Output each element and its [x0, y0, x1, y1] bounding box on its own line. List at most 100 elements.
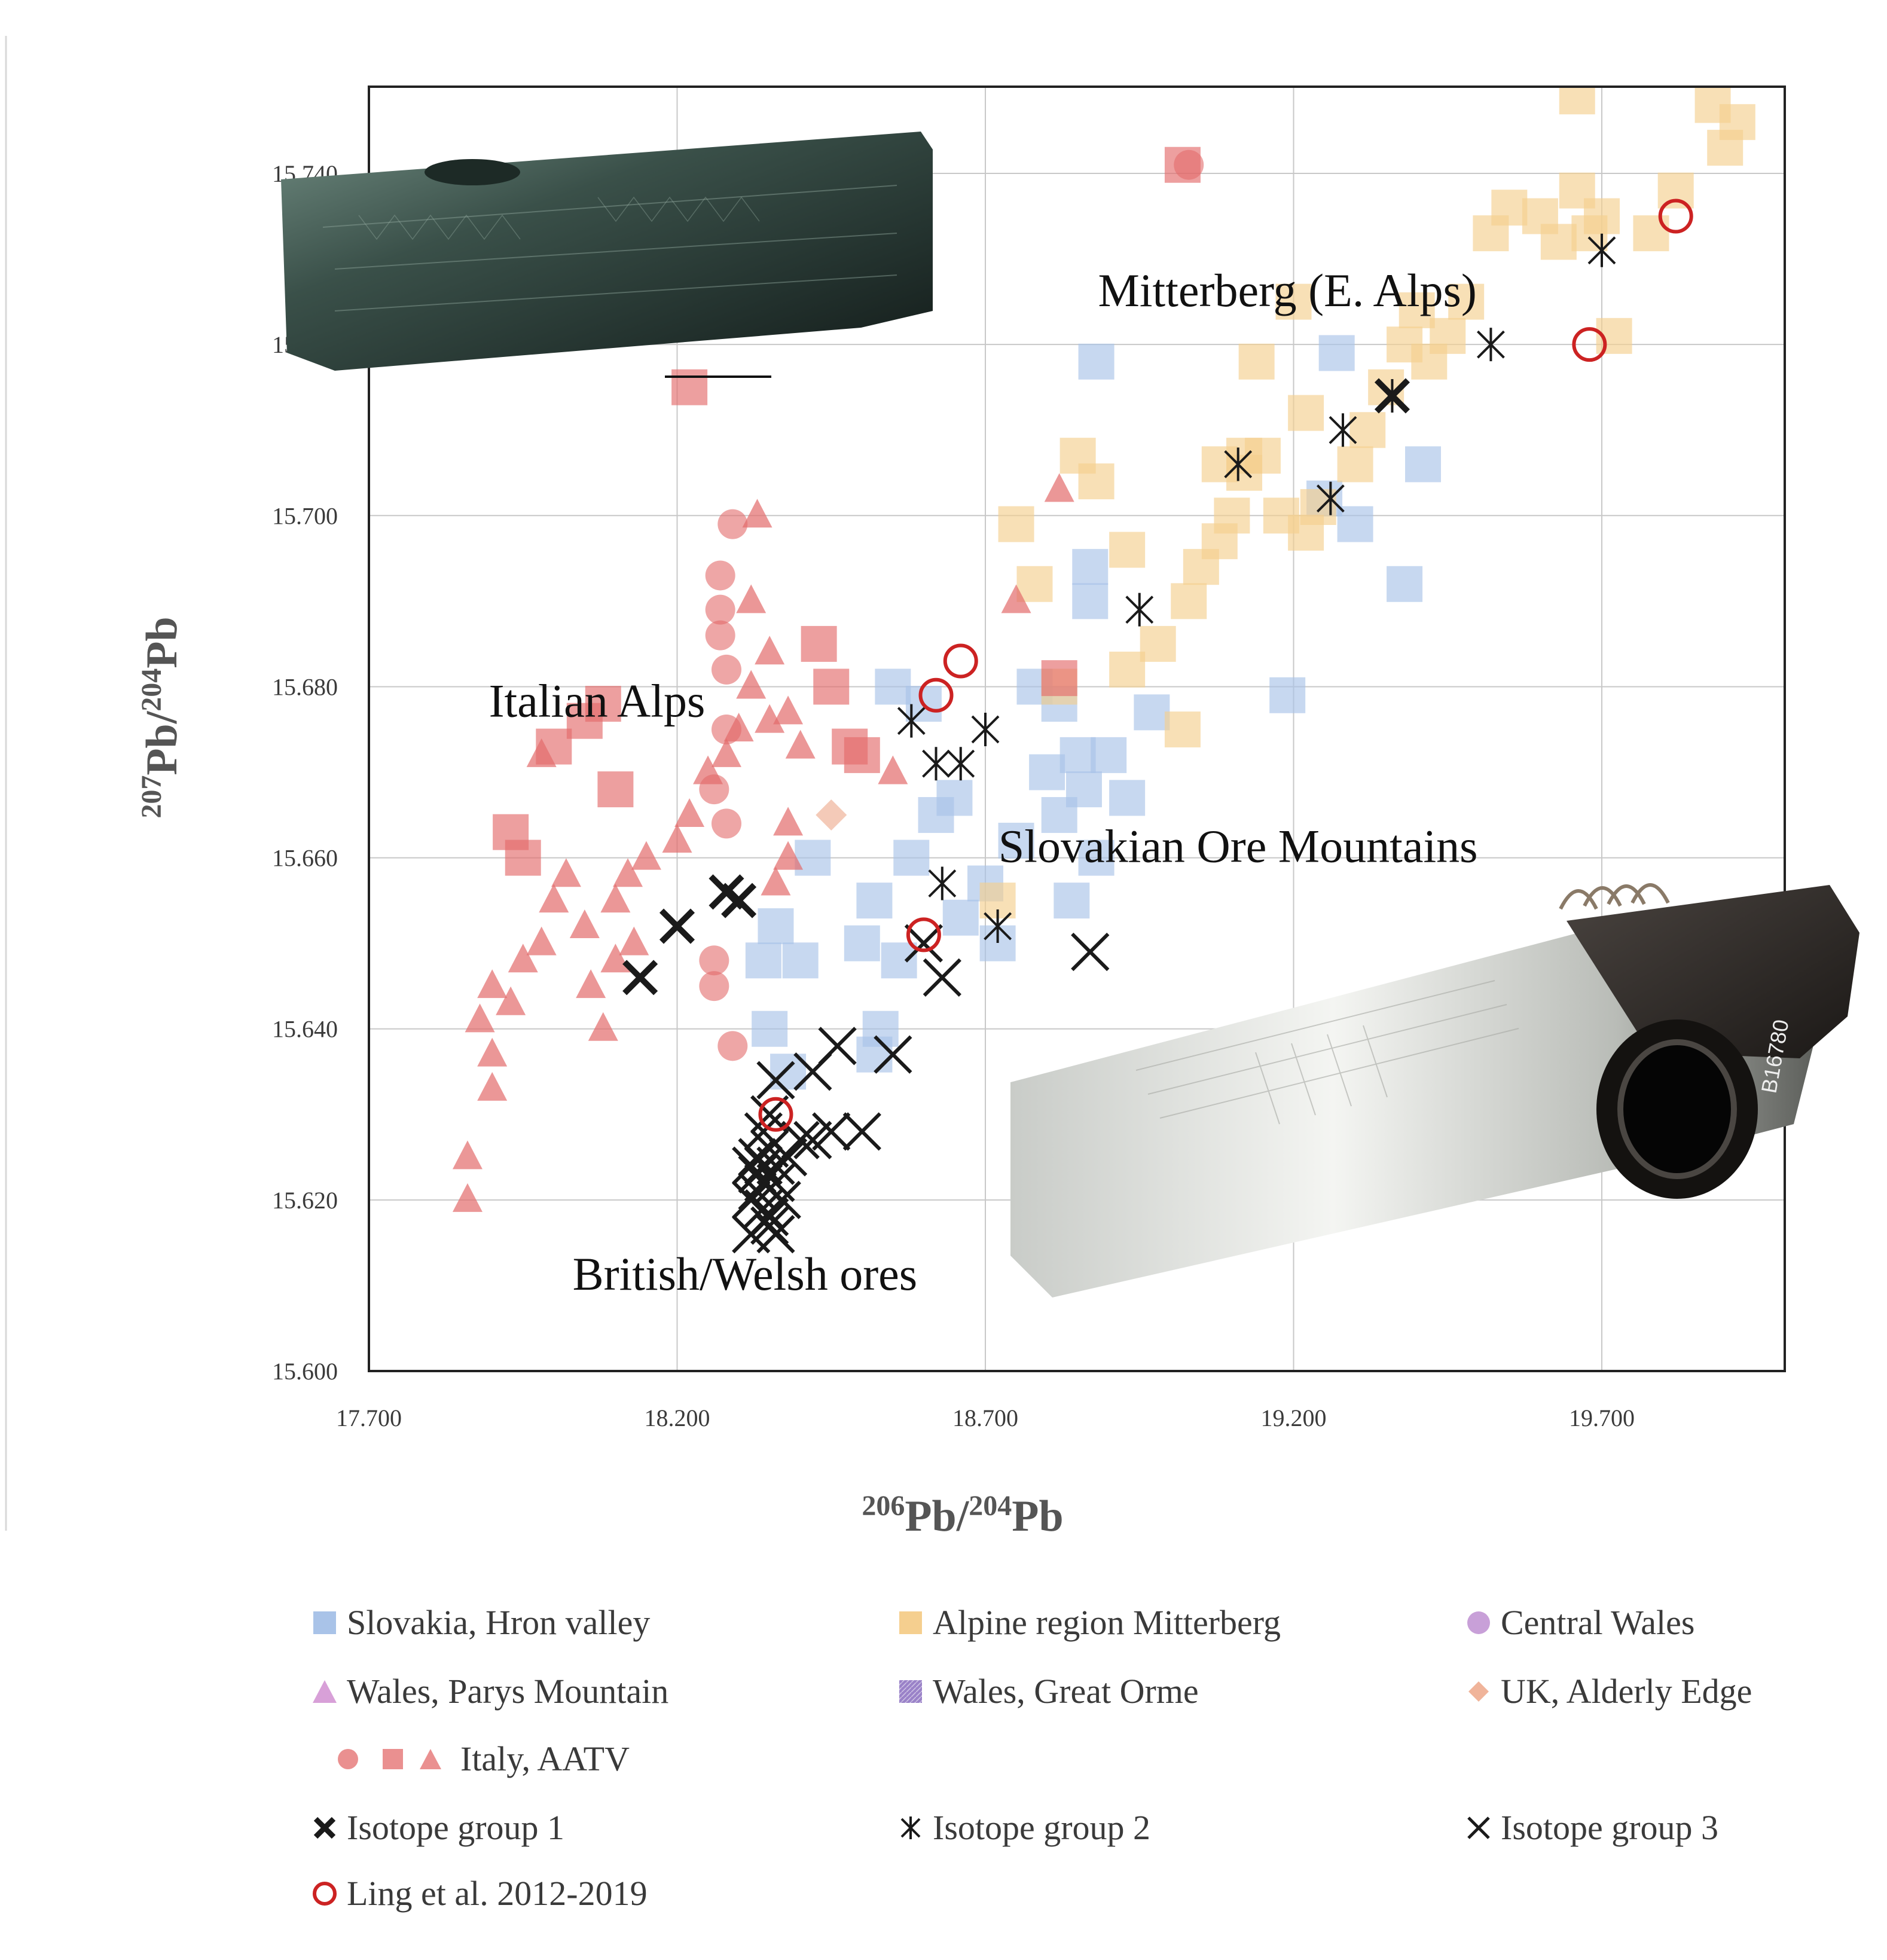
legend-item-isotope-group-3: Isotope group 3 — [1465, 1808, 1718, 1848]
point-slovakia-hron-valley — [1405, 446, 1442, 483]
point-italy-aatv-squares — [813, 668, 850, 705]
x-axis-title: 206Pb/204Pb — [862, 1490, 1063, 1541]
plot-frame — [368, 86, 1786, 1372]
point-italy-aatv-circles — [717, 1031, 748, 1061]
point-alpine-region-mitterberg — [998, 506, 1034, 542]
point-isotope-group-2 — [922, 747, 950, 781]
legend-symbol-x — [1467, 1816, 1490, 1839]
point-slovakia-hron-valley — [881, 942, 917, 979]
point-slovakia-hron-valley — [942, 899, 979, 936]
point-alpine-region-mitterberg — [1399, 292, 1435, 328]
legend-item-great-orme: Wales, Great Orme — [897, 1671, 1199, 1711]
point-isotope-group-3 — [904, 924, 944, 963]
point-ling-et-al-2012-2019 — [1572, 327, 1607, 362]
point-isotope-group-2 — [1316, 481, 1345, 515]
legend-symbol-asterisk — [900, 1816, 921, 1839]
point-italy-aatv — [452, 1183, 483, 1212]
point-italy-aatv-squares — [585, 686, 621, 722]
point-isotope-group-3 — [812, 1112, 851, 1151]
legend-symbol-circle — [1467, 1611, 1490, 1634]
point-slovakia-hron-valley — [1337, 506, 1373, 542]
point-italy-aatv — [773, 695, 804, 725]
point-slovakia-hron-valley — [1072, 549, 1109, 585]
point-isotope-group-2 — [928, 866, 957, 900]
point-alpine-region-mitterberg — [1016, 566, 1053, 602]
point-italy-aatv — [619, 926, 649, 955]
point-isotope-group-3 — [768, 1138, 808, 1177]
annotation-italian-alps: Italian Alps — [489, 675, 706, 727]
point-slovakia-hron-valley — [745, 942, 781, 979]
point-uk-alderly-edge — [816, 799, 847, 831]
point-alpine-region-mitterberg — [1491, 190, 1528, 226]
legend-label: Isotope group 1 — [347, 1808, 565, 1847]
point-italy-aatv — [477, 969, 508, 999]
legend-label: Italy, AATV — [460, 1739, 630, 1778]
point-slovakia-hron-valley — [1269, 677, 1306, 713]
point-italy-aatv — [631, 841, 661, 870]
point-italy-aatv — [477, 1071, 508, 1101]
point-italy-aatv — [736, 670, 767, 699]
point-italy-aatv-squares — [844, 737, 880, 773]
point-alpine-region-mitterberg — [1430, 317, 1466, 354]
point-italy-aatv-circles — [717, 509, 748, 539]
point-alpine-region-mitterberg — [1448, 283, 1485, 320]
x-tick-label: 19.200 — [1261, 1405, 1327, 1431]
point-slovakia-hron-valley — [1134, 694, 1170, 731]
point-italy-aatv — [496, 986, 526, 1015]
point-italy-aatv — [1001, 584, 1031, 613]
point-isotope-group-3 — [732, 1146, 771, 1185]
legend-symbol-square — [899, 1611, 922, 1634]
point-italy-aatv — [755, 704, 785, 733]
point-ling-et-al-2012-2019 — [1658, 199, 1693, 234]
point-italy-aatv — [674, 798, 705, 828]
point-alpine-region-mitterberg — [1657, 172, 1694, 209]
y-tick-label: 15.640 — [272, 1016, 338, 1043]
decorated-axe-dark-photo — [281, 132, 933, 378]
point-alpine-region-mitterberg — [1337, 446, 1373, 483]
point-italy-aatv — [526, 926, 557, 955]
point-italy-aatv — [588, 1012, 618, 1041]
point-slovakia-hron-valley — [1065, 771, 1102, 808]
lead-isotope-chart: 15.60015.62015.64015.66015.68015.70015.7… — [5, 36, 1859, 1541]
y-tick-label: 15.620 — [272, 1187, 338, 1214]
point-italy-aatv-circles — [711, 654, 741, 685]
point-italy-aatv-squares — [801, 625, 837, 662]
point-italy-aatv-circles — [705, 620, 735, 651]
point-alpine-region-mitterberg — [1633, 215, 1669, 252]
point-isotope-group-3 — [756, 1061, 795, 1100]
point-ling-et-al-2012-2019 — [758, 1097, 793, 1132]
point-italy-aatv-squares — [597, 771, 634, 808]
legend-item-italy-aatv: Italy, AATV — [335, 1739, 630, 1779]
point-alpine-region-mitterberg — [1584, 198, 1620, 234]
annotation-slovakian-ore-mountains: Slovakian Ore Mountains — [999, 820, 1478, 872]
point-ling-et-al-2012-2019 — [918, 677, 954, 713]
point-italy-aatv-squares — [1041, 660, 1077, 697]
legend-item-slovakia: Slovakia, Hron valley — [311, 1602, 650, 1643]
point-slovakia-hron-valley — [1059, 737, 1096, 773]
legend-label: Wales, Parys Mountain — [347, 1672, 669, 1711]
point-isotope-group-3 — [781, 1121, 820, 1159]
legend-label: Slovakia, Hron valley — [347, 1603, 651, 1642]
point-alpine-region-mitterberg — [1109, 651, 1146, 688]
point-italy-aatv — [600, 944, 631, 973]
point-italy-aatv — [736, 584, 767, 613]
legend-symbol-diamond — [1468, 1681, 1489, 1702]
point-italy-aatv — [600, 884, 631, 913]
point-alpine-region-mitterberg — [1288, 395, 1324, 431]
point-italy-aatv — [1044, 473, 1074, 502]
point-isotope-group-3 — [818, 1027, 857, 1066]
point-slovakia-hron-valley — [795, 839, 831, 876]
y-tick-label: 15.680 — [272, 673, 338, 700]
point-isotope-group-3 — [793, 1121, 832, 1159]
point-alpine-region-mitterberg — [1140, 625, 1176, 662]
point-slovakia-hron-valley — [1387, 566, 1423, 602]
point-italy-aatv — [569, 909, 600, 939]
point-isotope-group-2 — [1224, 447, 1253, 481]
point-italy-aatv-squares — [505, 839, 541, 876]
x-tick-label: 17.700 — [336, 1405, 402, 1431]
point-alpine-region-mitterberg — [1214, 497, 1250, 534]
point-italy-aatv-circles — [699, 774, 729, 805]
x-tick-label: 19.700 — [1569, 1405, 1635, 1431]
point-italy-aatv-circles — [711, 808, 741, 839]
point-italy-aatv-squares — [671, 369, 708, 405]
